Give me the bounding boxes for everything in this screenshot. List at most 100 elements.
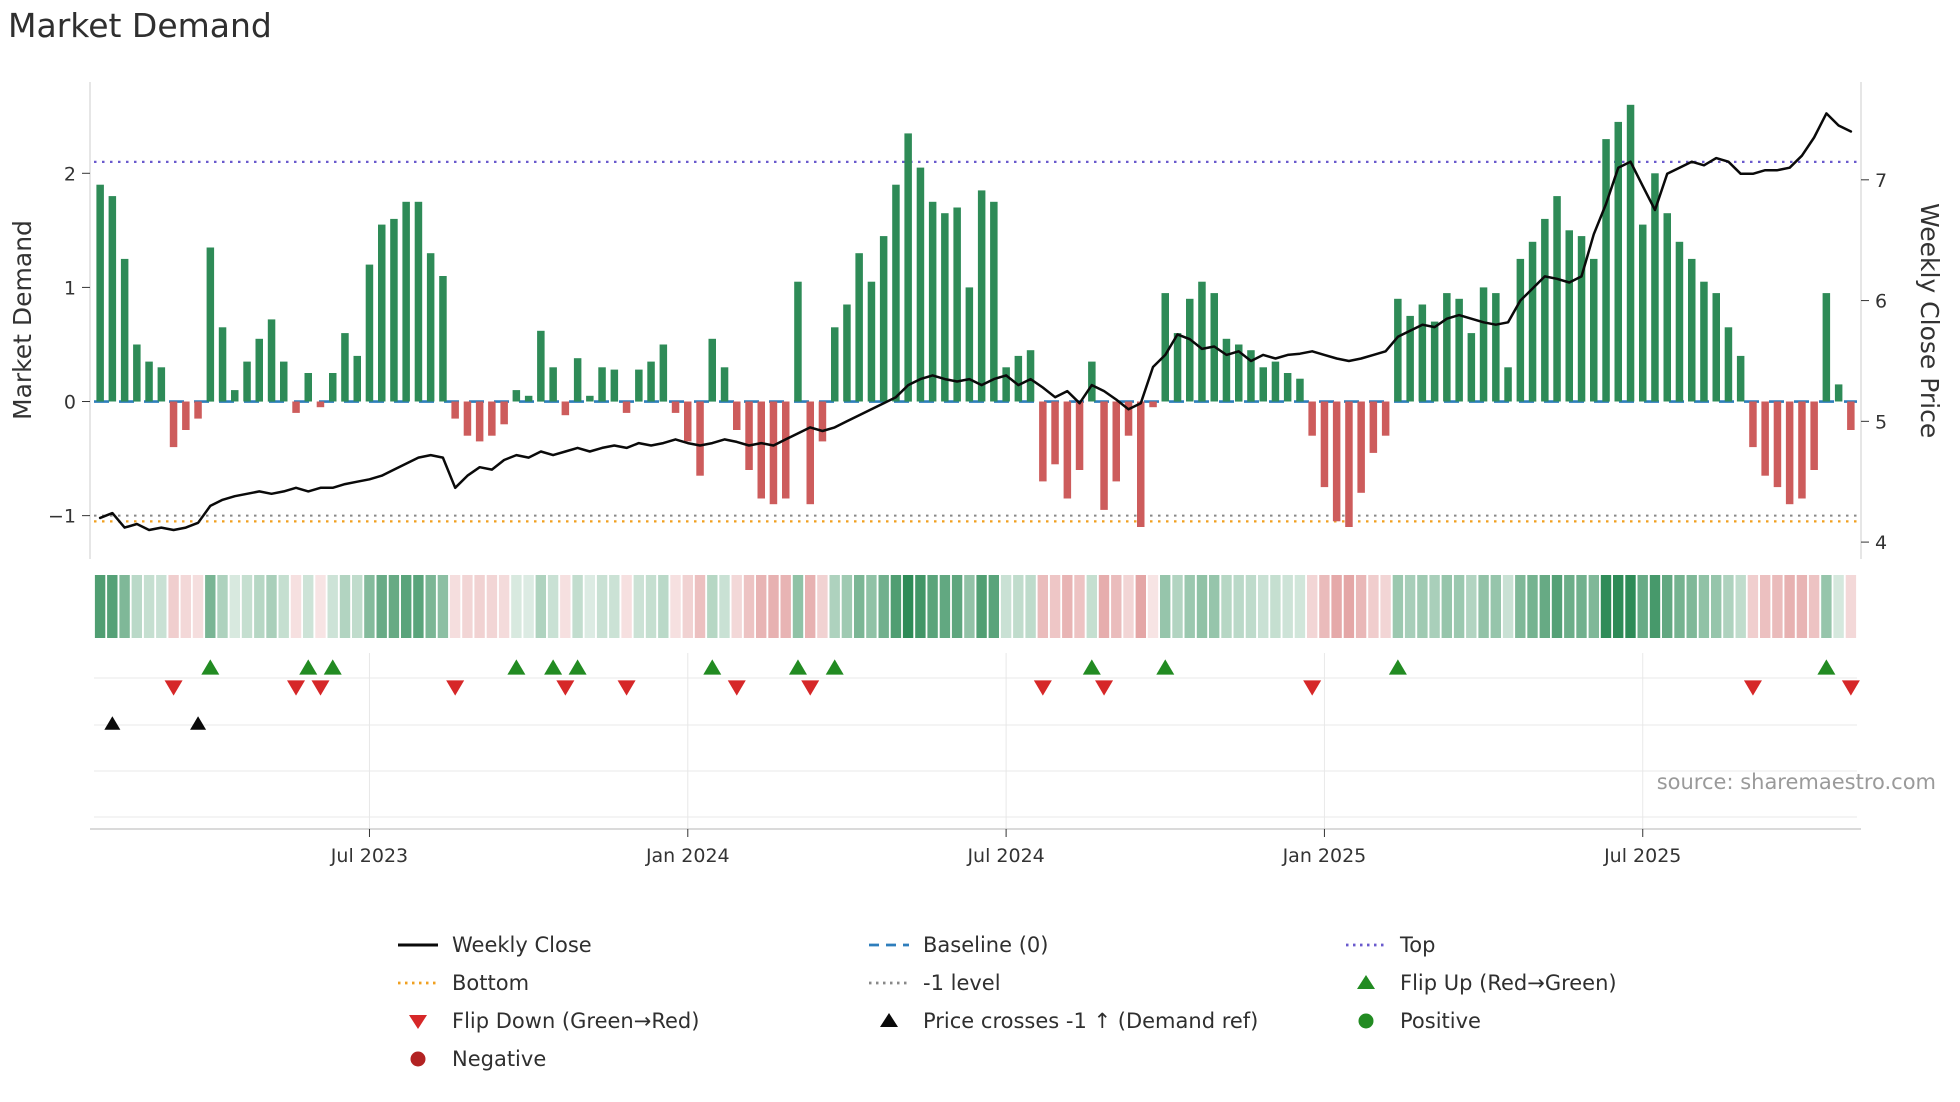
demand-bar [1051,401,1059,465]
heatmap-cell [951,575,963,638]
heatmap-cell [1625,575,1636,638]
heatmap-cell [609,575,620,638]
heatmap-cell [1245,575,1257,638]
heatmap-cell [1515,575,1526,638]
demand-bar [1834,384,1843,402]
heatmap-cell [1453,575,1465,638]
demand-bar [280,361,288,402]
heatmap-cell [841,575,853,638]
heatmap-cell [829,575,840,638]
flip-up-icon [1357,975,1375,989]
demand-bar [1222,338,1231,402]
heatmap-cell [1209,575,1220,638]
demand-bar [96,184,104,402]
heatmap-cell [1441,575,1452,638]
heatmap-cell [1576,575,1587,638]
heatmap-cell [1319,575,1330,638]
y-axis-label-right: Weekly Close Price [1915,202,1944,439]
flip-up-marker [825,659,844,675]
heatmap-cell [462,575,473,638]
heatmap-cell [1343,575,1355,638]
heatmap-cell [1270,575,1281,638]
demand-bar [1418,304,1427,402]
heatmap-cell [1307,575,1318,638]
demand-bar [1528,241,1537,402]
y-right-tick-label: 6 [1875,291,1887,313]
demand-bar [831,327,839,402]
heatmap-cell [1000,575,1012,638]
legend-item: Top [1344,933,1784,957]
flip-down-marker [556,680,575,696]
demand-bar [1565,230,1573,402]
heatmap-cell [1796,575,1808,638]
flip-down-marker [164,680,183,696]
y-left-tick-label: 2 [64,163,76,185]
heatmap-cell [1098,575,1110,638]
demand-bar [1357,401,1365,493]
heatmap-cell [205,575,216,638]
demand-bar [928,201,937,402]
heatmap-cell [449,575,461,638]
demand-bar [769,401,778,505]
flip-down-marker [801,680,820,696]
heatmap-cell [866,575,877,638]
flip-up-marker [201,659,220,675]
heatmap-cell [547,575,559,638]
price-cross-icon [880,1013,898,1027]
heatmap-cell [694,575,706,638]
demand-bar [904,133,912,402]
demand-bar [1663,213,1671,402]
heatmap-cell [1368,575,1379,638]
heatmap-cell [1466,575,1477,638]
heatmap-cell [633,575,644,638]
demand-bar [1063,401,1072,499]
x-tick-label: Jan 2024 [645,845,730,867]
legend-item: -1 level [867,971,1344,995]
heatmap-cell [1600,575,1612,638]
heatmap-cell [1111,575,1122,638]
demand-bar [1847,401,1855,430]
demand-bar [145,361,153,402]
demand-bar [414,201,423,402]
demand-bar [1602,139,1610,402]
demand-bar [1320,401,1329,488]
heatmap-cell [327,575,338,638]
demand-bar [243,361,251,402]
heatmap-cell [1392,575,1404,638]
demand-bar [1736,355,1745,402]
demand-bar [1761,401,1769,476]
flip-up-marker [1817,659,1836,675]
heatmap-cell [1331,575,1342,638]
heatmap-cell [1674,575,1685,638]
heatmap-cell [1221,575,1232,638]
heatmap-cell [241,575,253,638]
heatmap-cell [1760,575,1771,638]
heatmap-cell [670,575,681,638]
demand-bar [316,401,325,408]
heatmap-cell [486,575,498,638]
heatmap-cell [890,575,902,638]
flip-up-marker [703,659,722,675]
demand-bar [1014,355,1023,402]
heatmap-cell [1833,575,1844,638]
demand-bar [990,201,998,402]
demand-bar [684,401,692,442]
demand-bar [1002,367,1010,402]
demand-bar [708,338,716,402]
demand-bar [1443,293,1451,402]
flip-down-marker [617,680,636,696]
heatmap-cell [364,575,375,638]
heatmap-cell [1784,575,1795,638]
heatmap-cell [1808,575,1820,638]
demand-bar [1198,281,1206,402]
negative-dot-icon [410,1051,426,1067]
heatmap-cell [1037,575,1048,638]
heatmap-cell [1172,575,1183,638]
demand-bar [267,319,276,402]
demand-bar [1100,401,1108,510]
heatmap-cell [229,575,240,638]
chart-title: Market Demand [8,6,272,45]
heatmap-cell [743,575,755,638]
